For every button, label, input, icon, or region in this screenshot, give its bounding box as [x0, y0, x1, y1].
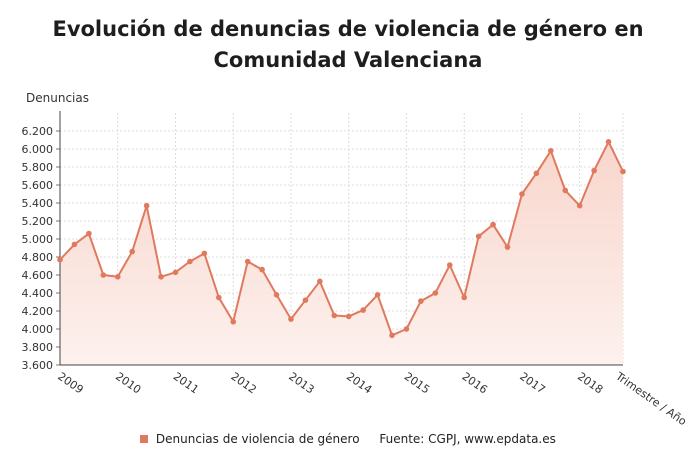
legend-series-label: Denuncias de violencia de género: [155, 432, 360, 446]
x-tick-label-year: 2017: [517, 370, 547, 397]
data-point: [230, 319, 237, 325]
y-tick-label: 4.000: [22, 323, 54, 336]
x-tick-label-year: 2009: [55, 370, 85, 397]
data-point: [244, 258, 251, 265]
y-tick-label: 4.200: [22, 305, 54, 318]
data-point: [519, 191, 525, 197]
x-tick-label-year: 2016: [459, 370, 489, 397]
data-point: [548, 148, 554, 154]
data-point: [591, 167, 597, 174]
data-point: [389, 332, 395, 339]
data-point: [576, 202, 583, 209]
data-point: [215, 294, 222, 301]
data-point: [273, 292, 280, 298]
series-area-fill: [60, 141, 623, 365]
data-point: [446, 262, 453, 268]
data-point: [331, 312, 338, 319]
x-tick-label-year: 2014: [344, 370, 374, 397]
x-tick-label-year: 2018: [575, 370, 605, 397]
source-note: Fuente: CGPJ, www.epdata.es: [379, 432, 556, 446]
y-tick-label: 3.600: [22, 359, 54, 372]
legend: Denuncias de violencia de género Fuente:…: [0, 432, 696, 446]
data-point: [86, 230, 92, 237]
data-point: [562, 187, 569, 194]
data-point: [114, 274, 121, 280]
chart-title: Evolución de denuncias de violencia de g…: [0, 14, 696, 76]
x-tick-label-year: 2013: [286, 370, 316, 397]
data-point: [490, 221, 496, 228]
y-tick-label: 6.000: [22, 143, 54, 156]
data-point: [605, 139, 612, 145]
data-point: [187, 258, 193, 265]
y-tick-label: 5.200: [22, 215, 54, 228]
data-point: [418, 298, 424, 304]
data-point: [201, 250, 208, 257]
data-point: [129, 248, 135, 255]
data-point: [302, 297, 309, 304]
area-layer: [60, 141, 623, 365]
x-tick-label-year: 2011: [171, 370, 201, 397]
chart-title-line-1: Evolución de denuncias de violencia de g…: [52, 17, 644, 41]
data-point: [360, 307, 366, 313]
y-tick-label: 3.800: [22, 341, 54, 354]
data-point: [100, 272, 107, 278]
legend-swatch: [140, 435, 149, 443]
series-line: [59, 140, 624, 337]
y-axis-label: Denuncias: [26, 91, 89, 105]
data-point: [317, 278, 323, 285]
data-point: [143, 202, 150, 209]
data-point: [57, 256, 63, 263]
y-tick-label: 4.400: [22, 287, 54, 300]
y-tick-label: 5.600: [22, 179, 54, 192]
data-point: [461, 294, 468, 301]
data-point: [345, 313, 352, 320]
data-point: [71, 241, 78, 248]
x-tick-label-year: 2010: [113, 370, 143, 397]
y-tick-label: 5.400: [22, 197, 54, 210]
x-axis-label: Trimestre / Año: [612, 369, 689, 428]
data-point: [475, 233, 482, 240]
y-tick-label: 6.200: [22, 125, 54, 138]
y-tick-label: 4.600: [22, 269, 54, 282]
chart-title-line-2: Comunidad Valenciana: [213, 48, 483, 72]
x-tick-label-year: 2015: [402, 370, 432, 397]
line-layer: [59, 140, 624, 337]
data-point: [403, 326, 410, 332]
data-point: [158, 274, 164, 280]
data-point: [504, 244, 511, 250]
y-tick-label: 5.800: [22, 161, 54, 174]
y-tick-label: 4.800: [22, 251, 54, 264]
x-tick-label-year: 2012: [229, 370, 259, 397]
data-point: [288, 316, 294, 322]
data-point: [620, 168, 626, 175]
data-point: [259, 266, 265, 273]
data-point: [172, 269, 179, 276]
data-point: [533, 170, 540, 177]
data-point: [432, 290, 439, 296]
y-tick-label: 5.000: [22, 233, 54, 246]
point-layer: [57, 139, 626, 339]
data-point: [374, 292, 381, 298]
